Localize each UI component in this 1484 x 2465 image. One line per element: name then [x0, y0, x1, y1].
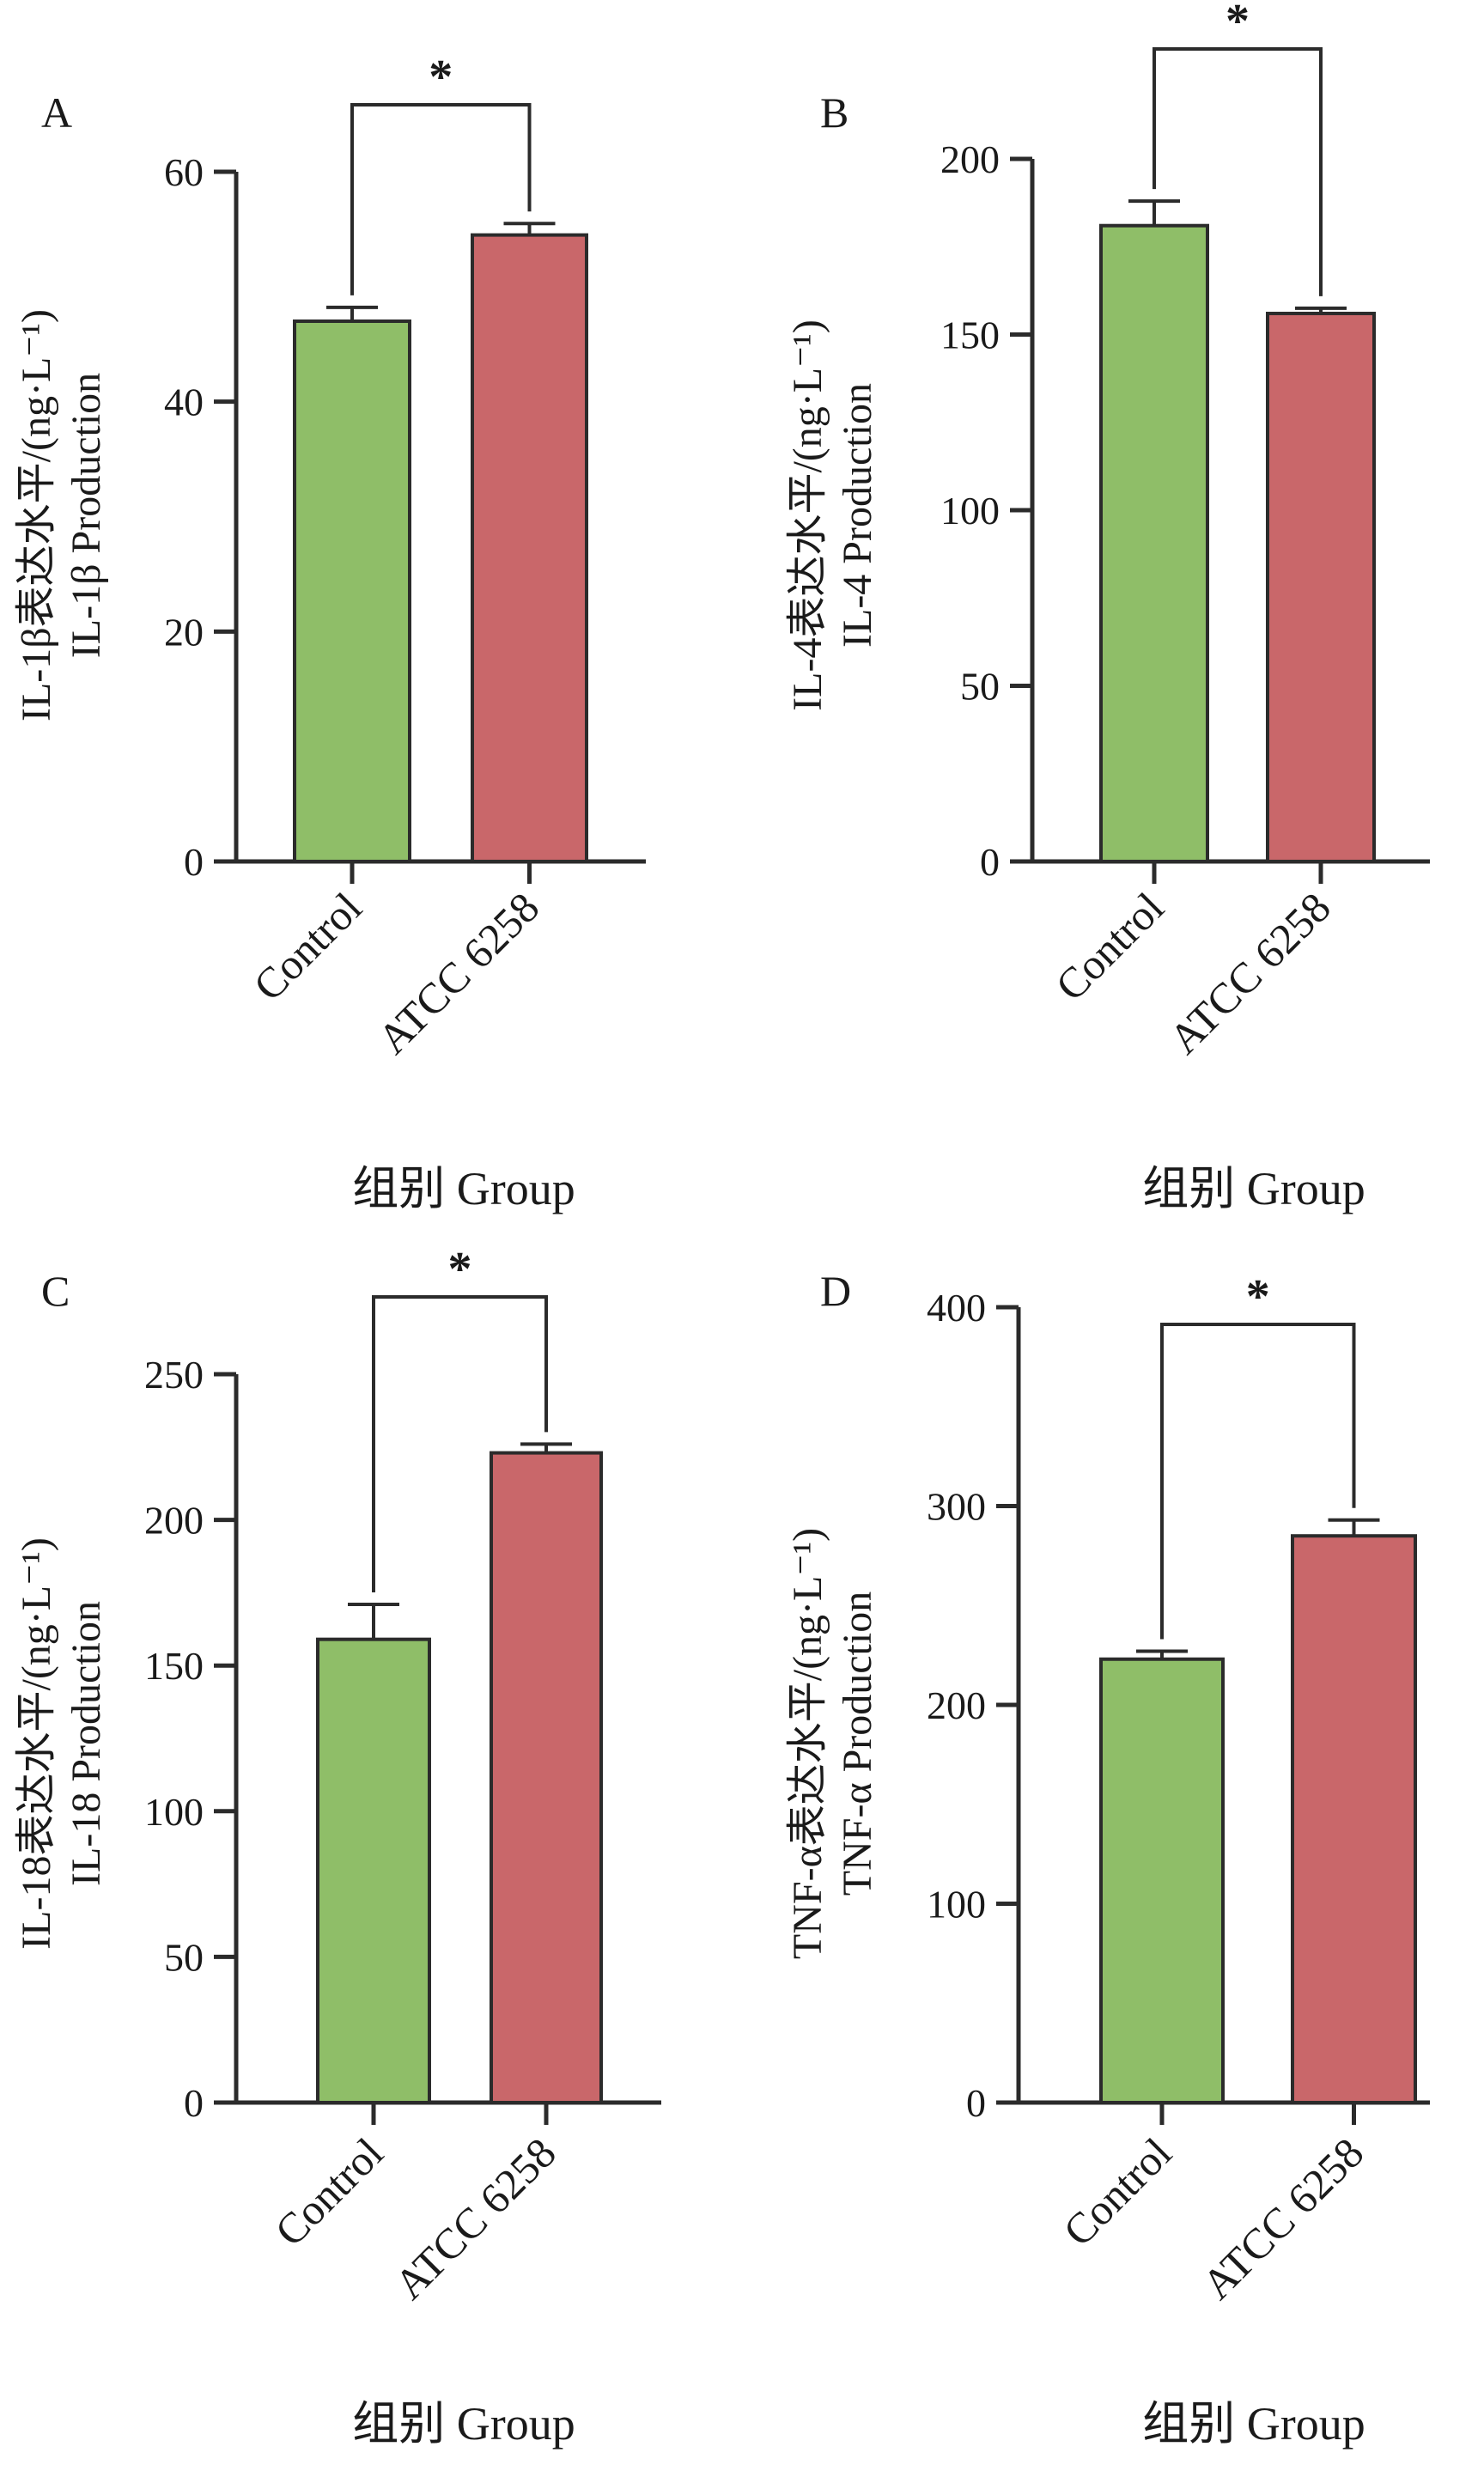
- panel-c-bar-atcc-6258: [490, 1451, 603, 2104]
- panel-a-xlabel: 组别 Group: [352, 1163, 575, 1214]
- panel-b-ytick-label-100: 100: [940, 489, 1000, 533]
- panel-c-category-label-atcc-6258: ATCC 6258: [385, 2128, 565, 2309]
- panel-d-bar-control: [1099, 1657, 1225, 2104]
- panel-d: D 0 100 200 300 400 Control ATCC 6258 * TNF-α表达水平…: [785, 1267, 1430, 2450]
- panel-c-ytick-label-250: 250: [144, 1353, 204, 1397]
- panel-b-bar-control: [1099, 223, 1209, 863]
- panel-d-category-label-control: Control: [1054, 2128, 1181, 2255]
- panel-d-ylabel-en: TNF-α Production: [835, 1592, 880, 1896]
- panel-b-significance-star: *: [1226, 0, 1250, 48]
- panel-d-significance-bracket: [1160, 1323, 1356, 1640]
- panel-d-ytick-label-0: 0: [966, 2081, 986, 2125]
- panel-c-significance-bracket: [372, 1295, 548, 1592]
- panel-c-ytick-label-200: 200: [144, 1499, 204, 1543]
- panel-c-letter: C: [41, 1267, 70, 1315]
- panel-c-ytick-label-150: 150: [144, 1644, 204, 1688]
- panel-d-ytick-label-300: 300: [927, 1485, 986, 1529]
- panel-d-ytick-label-200: 200: [927, 1683, 986, 1727]
- panel-d-category-label-atcc-6258: ATCC 6258: [1193, 2128, 1373, 2309]
- panel-b-category-label-atcc-6258: ATCC 6258: [1159, 883, 1340, 1063]
- panel-b-ytick-label-0: 0: [980, 840, 1000, 884]
- panel-c-category-label-control: Control: [265, 2128, 392, 2255]
- panel-a-bar-control: [293, 319, 411, 863]
- panel-d-ytick-label-400: 400: [927, 1286, 986, 1330]
- panel-a-significance-star: *: [429, 51, 453, 104]
- panel-d-significance-star: *: [1246, 1270, 1270, 1324]
- panel-a-ytick-label-0: 0: [184, 840, 204, 884]
- panel-b-xlabel: 组别 Group: [1142, 1163, 1365, 1214]
- panel-c-xlabel: 组别 Group: [352, 2398, 575, 2450]
- panel-b-ylabel-en: IL-4 Production: [835, 383, 880, 648]
- panel-d-ylabel-cn: TNF-α表达水平/(ng·L⁻¹): [785, 1528, 830, 1959]
- panel-a-ytick-label-20: 20: [164, 610, 204, 654]
- panel-b-ytick-label-50: 50: [960, 665, 1000, 709]
- panel-b-ytick-label-200: 200: [940, 137, 1000, 181]
- panel-a-bar-atcc-6258: [471, 233, 588, 863]
- panel-a-ylabel-cn: IL-1β表达水平/(ng·L⁻¹): [14, 309, 59, 721]
- panel-b-letter: B: [820, 88, 848, 137]
- panel-d-bar-atcc-6258: [1291, 1534, 1417, 2104]
- panel-b-significance-bracket: [1153, 47, 1323, 296]
- panel-b-ytick-label-150: 150: [940, 313, 1000, 357]
- panel-b-ylabel-cn: IL-4表达水平/(ng·L⁻¹): [785, 320, 830, 711]
- panel-c-ytick-label-0: 0: [184, 2081, 204, 2125]
- panel-c-ylabel-en: IL-18 Production: [64, 1601, 109, 1886]
- panel-a-category-label-control: Control: [244, 883, 371, 1010]
- panel-b-category-label-control: Control: [1046, 883, 1173, 1010]
- panel-a-ylabel-en: IL-1β Production: [64, 373, 109, 658]
- panel-c-bar-control: [316, 1637, 431, 2104]
- panel-a-ytick-label-60: 60: [164, 150, 204, 194]
- panel-a-significance-bracket: [350, 103, 532, 295]
- panel-d-xlabel: 组别 Group: [1142, 2398, 1365, 2450]
- panel-b-bar-atcc-6258: [1266, 311, 1376, 863]
- panel-a-ytick-label-40: 40: [164, 380, 204, 424]
- panel-d-ytick-label-100: 100: [927, 1883, 986, 1926]
- panel-c-ylabel-cn: IL-18表达水平/(ng·L⁻¹): [14, 1537, 59, 1950]
- panel-c-significance-star: *: [448, 1243, 472, 1296]
- panel-a-letter: A: [41, 88, 72, 137]
- panel-c-ytick-label-100: 100: [144, 1790, 204, 1834]
- panel-d-letter: D: [820, 1267, 851, 1315]
- panel-a-category-label-atcc-6258: ATCC 6258: [368, 883, 549, 1063]
- panel-c-ytick-label-50: 50: [164, 1935, 204, 1979]
